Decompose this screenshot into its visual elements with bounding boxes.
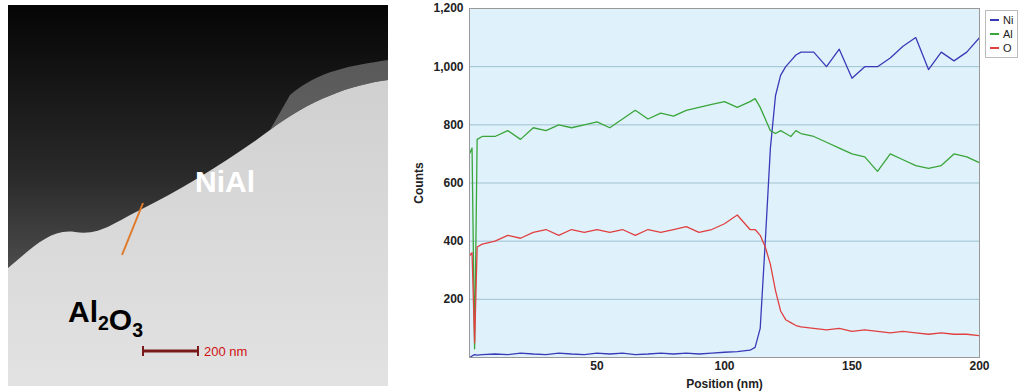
html-text:Ni: Ni xyxy=(1003,14,1014,26)
svg-text:800: 800 xyxy=(443,118,463,132)
svg-text:200 nm: 200 nm xyxy=(204,344,247,359)
svg-text:NiAl: NiAl xyxy=(195,165,255,198)
svg-text:Position (nm): Position (nm) xyxy=(686,377,763,391)
svg-text:50: 50 xyxy=(590,359,604,373)
svg-text:150: 150 xyxy=(842,359,862,373)
svg-text:Counts: Counts xyxy=(412,162,426,204)
svg-text:200: 200 xyxy=(443,292,463,306)
svg-text:600: 600 xyxy=(443,176,463,190)
svg-text:Al2O3: Al2O3 xyxy=(68,295,143,341)
html-text:O: O xyxy=(1003,42,1012,54)
html-text:Al: Al xyxy=(1003,28,1013,40)
svg-text:1,000: 1,000 xyxy=(433,60,463,74)
svg-text:100: 100 xyxy=(714,359,734,373)
svg-text:200: 200 xyxy=(969,359,989,373)
svg-text:400: 400 xyxy=(443,234,463,248)
svg-text:1,200: 1,200 xyxy=(433,1,463,15)
